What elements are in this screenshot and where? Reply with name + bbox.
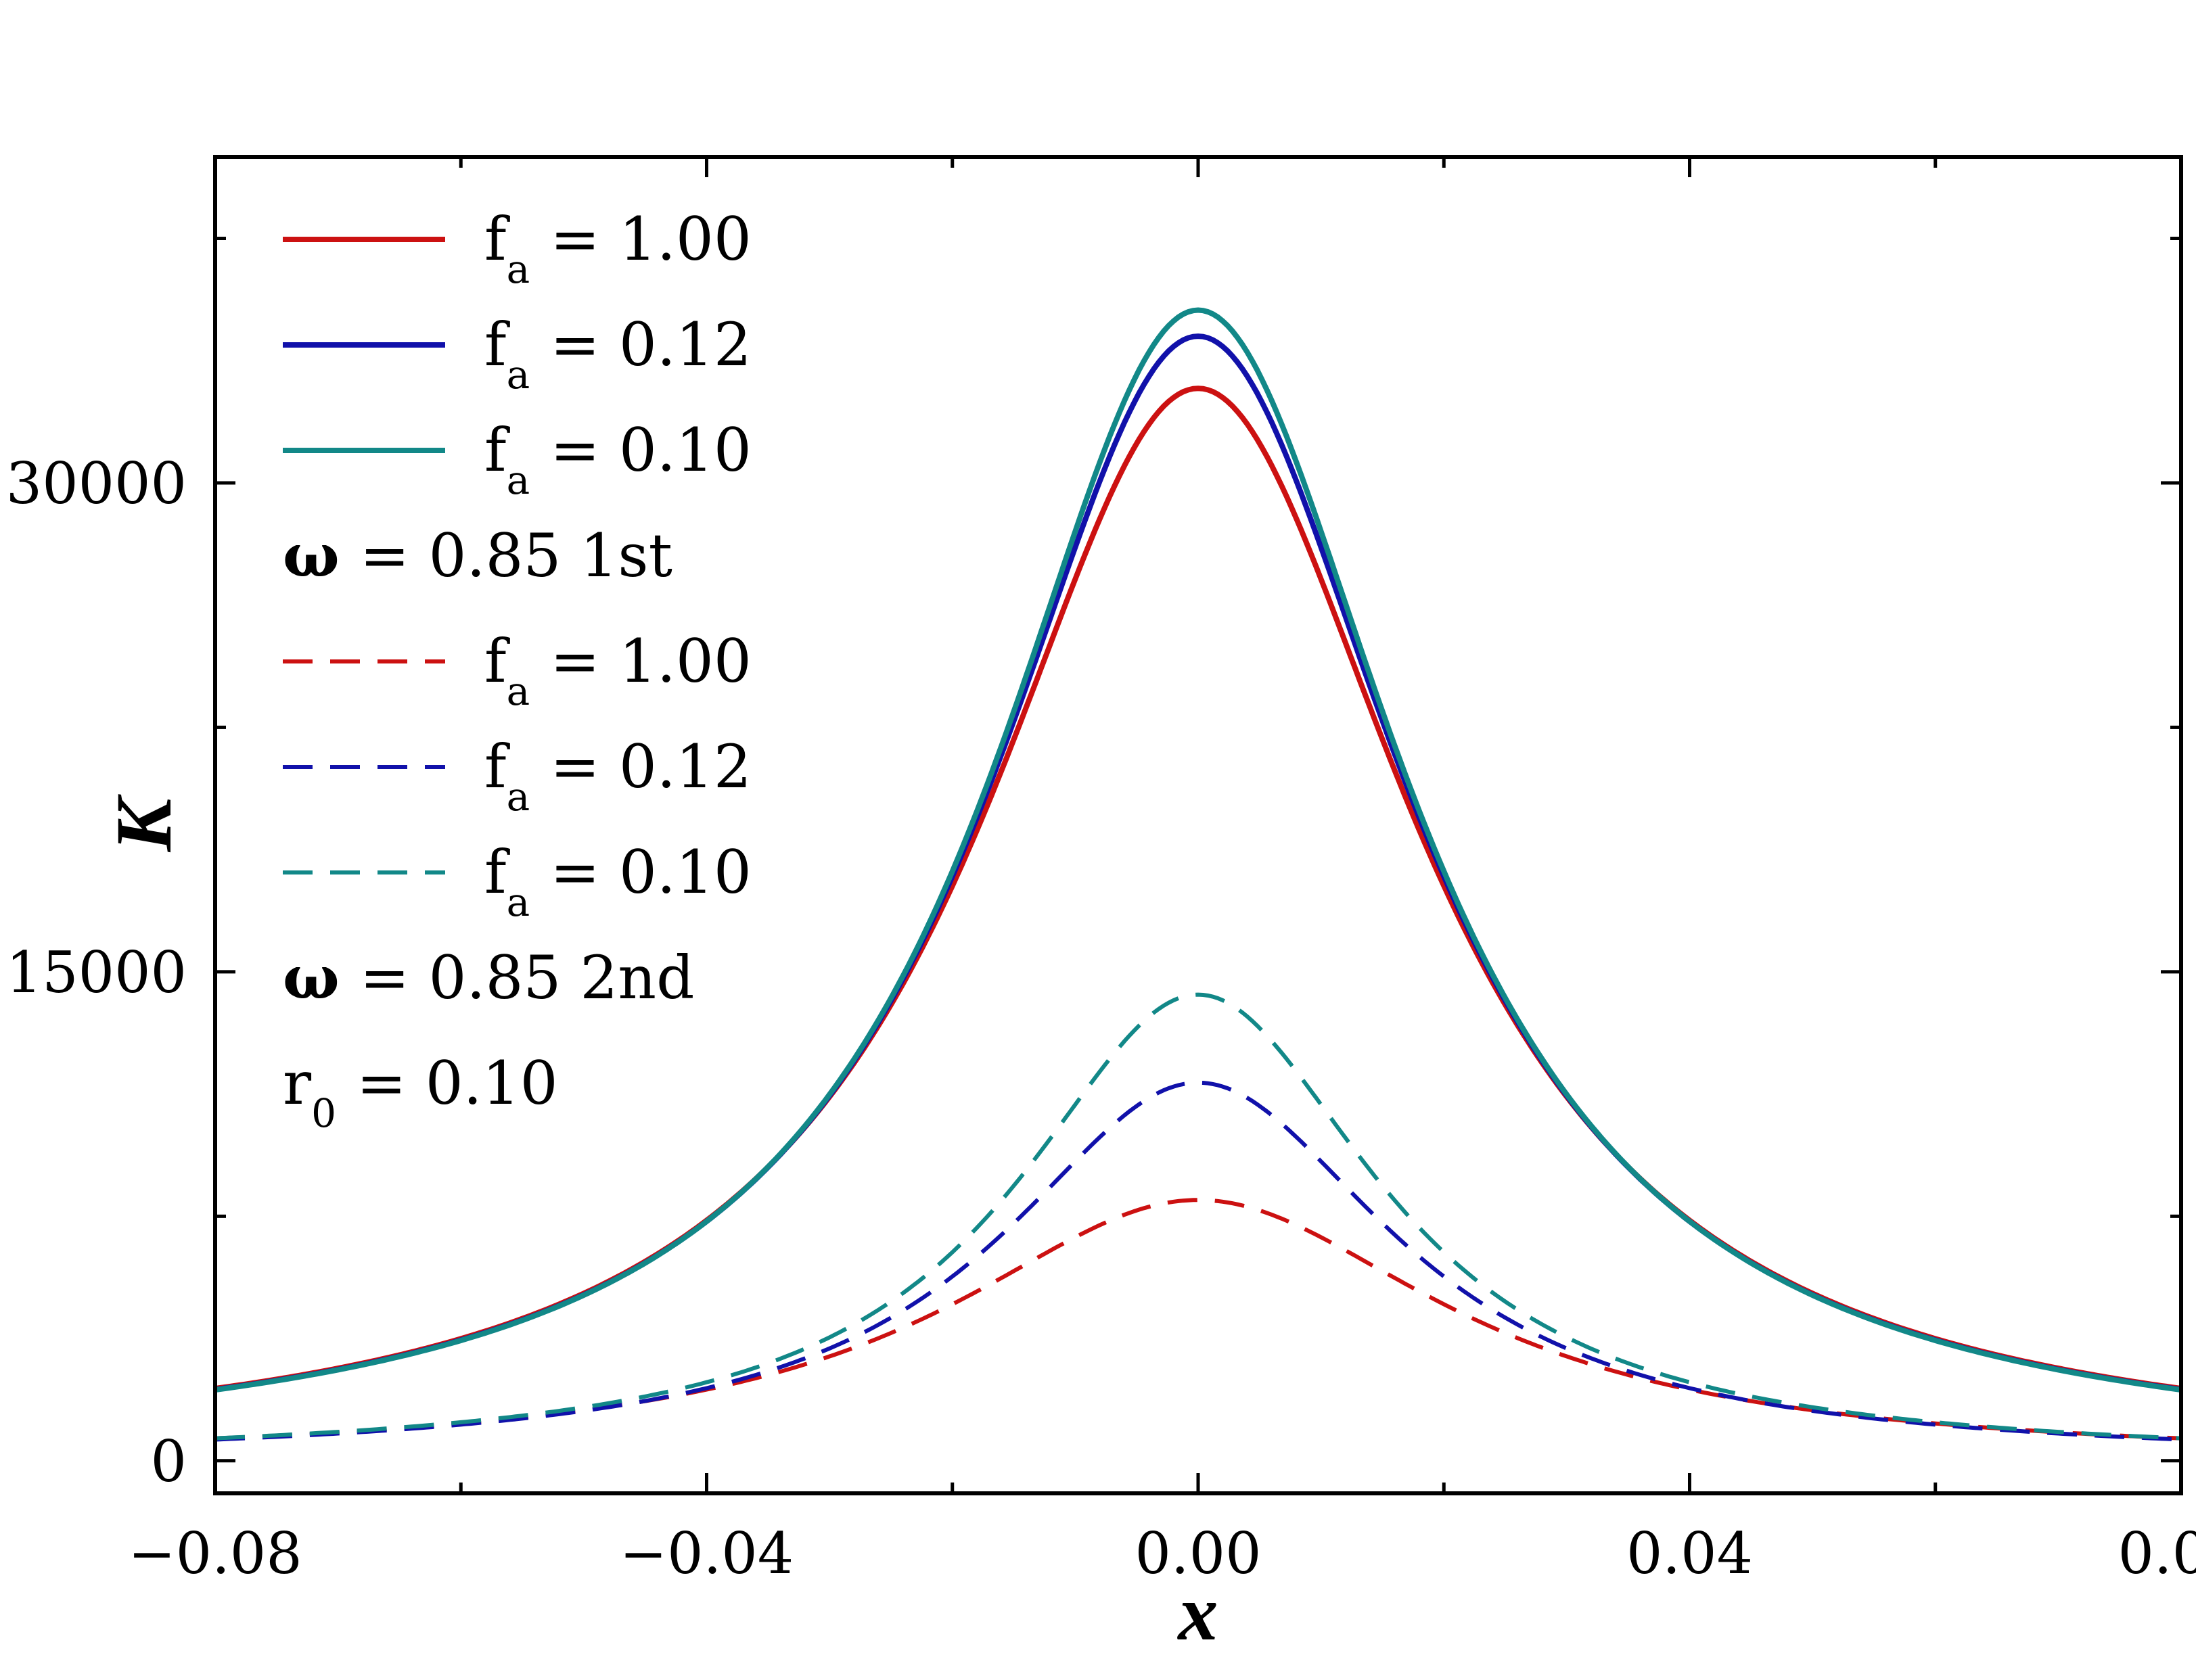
x-tick-label: 0.04: [1626, 1520, 1753, 1587]
legend-label-dashed-1: fa = 1.00: [484, 626, 752, 714]
y-tick-label: 30000: [6, 450, 187, 517]
legend-param-r0: r0 = 0.10: [283, 1048, 558, 1136]
legend-group-1st: ω = 0.85 1st: [283, 520, 672, 590]
x-axis-title: x: [1177, 1568, 1218, 1657]
tick-group: [213, 157, 2183, 1493]
tick-label-group: −0.08 −0.04 0.00 0.04 0.08 0 15000 30000: [6, 450, 2196, 1587]
series-line-1st-3: [215, 307, 2181, 1393]
series-group: [215, 307, 2181, 1442]
legend-label-solid-3: fa = 0.10: [484, 415, 752, 503]
x-tick-label: 0.00: [1135, 1520, 1261, 1587]
series-line-2nd-1: [215, 1198, 2181, 1441]
legend-label-dashed-3: fa = 0.10: [484, 837, 752, 925]
legend-label-solid-1: fa = 1.00: [484, 204, 752, 292]
legend-label-dashed-2: fa = 0.12: [484, 732, 752, 820]
y-tick-label: 0: [151, 1428, 187, 1495]
legend-group-2nd: ω = 0.85 2nd: [283, 942, 694, 1012]
x-tick-label: −0.04: [620, 1520, 794, 1587]
x-tick-label: 0.08: [2118, 1520, 2196, 1587]
x-tick-label: −0.08: [128, 1520, 302, 1587]
y-tick-label: 15000: [6, 939, 187, 1006]
series-line-2nd-3: [215, 992, 2181, 1441]
legend: fa = 1.00 fa = 0.12 fa = 0.10 ω = 0.85 1st fa = 1…: [283, 204, 752, 1136]
y-axis-title: K: [99, 793, 188, 852]
legend-label-solid-2: fa = 0.12: [484, 310, 752, 398]
